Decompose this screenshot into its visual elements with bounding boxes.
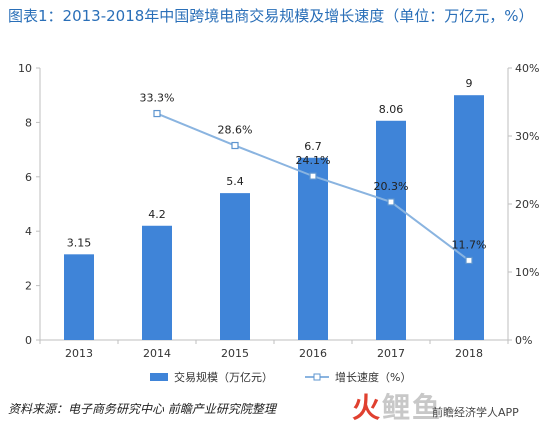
y-left-tick-label: 10 [18, 62, 32, 75]
growth-value-label: 33.3% [140, 92, 175, 105]
y-left-tick-label: 8 [25, 116, 32, 129]
growth-marker [387, 198, 395, 206]
x-tick-label: 2017 [377, 347, 405, 360]
bar-value-label: 5.4 [226, 175, 244, 188]
watermark-text: 前瞻经济学人APP [432, 406, 519, 419]
growth-value-label: 24.1% [296, 154, 331, 167]
watermark-logo-rest: 鲤鱼 [382, 391, 443, 424]
bar [64, 254, 94, 340]
bar-value-label: 4.2 [148, 208, 166, 221]
y-right-tick-label: 0% [515, 334, 532, 347]
x-tick-label: 2014 [143, 347, 171, 360]
bar-value-label: 6.7 [304, 140, 322, 153]
bar-value-label: 3.15 [67, 236, 92, 249]
bar [376, 120, 406, 340]
legend-line-marker [313, 373, 321, 381]
source-note: 资料来源：电子商务研究中心 前瞻产业研究院整理 [8, 402, 276, 416]
growth-marker [153, 109, 161, 118]
growth-marker [309, 172, 317, 180]
chart-title: 图表1：2013-2018年中国跨境电商交易规模及增长速度（单位：万亿元，%） [8, 7, 534, 25]
growth-marker [465, 256, 473, 265]
bar [142, 225, 172, 340]
growth-value-label: 20.3% [374, 180, 409, 193]
x-tick-label: 2015 [221, 347, 249, 360]
y-right-tick-label: 40% [515, 62, 539, 75]
legend-bar-swatch [150, 373, 168, 381]
x-tick-label: 2016 [299, 347, 327, 360]
bar-value-label: 9 [466, 77, 473, 90]
legend-bar-label: 交易规模（万亿元） [174, 370, 273, 384]
bar [454, 95, 484, 340]
y-right-tick-label: 10% [515, 266, 539, 279]
y-left-tick-label: 2 [25, 280, 32, 293]
watermark-logo-prefix: 火 [352, 391, 383, 424]
y-left-tick-label: 0 [25, 334, 32, 347]
bar-value-label: 8.06 [379, 103, 404, 116]
bar [220, 193, 250, 340]
legend-line-label: 增长速度（%） [335, 370, 411, 384]
y-left-tick-label: 4 [25, 225, 32, 238]
growth-value-label: 11.7% [452, 238, 487, 251]
x-tick-label: 2018 [455, 347, 483, 360]
y-left-tick-label: 6 [25, 171, 32, 184]
growth-value-label: 28.6% [218, 124, 253, 137]
y-right-tick-label: 30% [515, 130, 539, 143]
watermark-logo: 火鲤鱼 [352, 386, 442, 426]
x-tick-label: 2013 [65, 347, 93, 360]
y-right-tick-label: 20% [515, 198, 539, 211]
bar [298, 157, 328, 340]
growth-marker [231, 141, 239, 150]
